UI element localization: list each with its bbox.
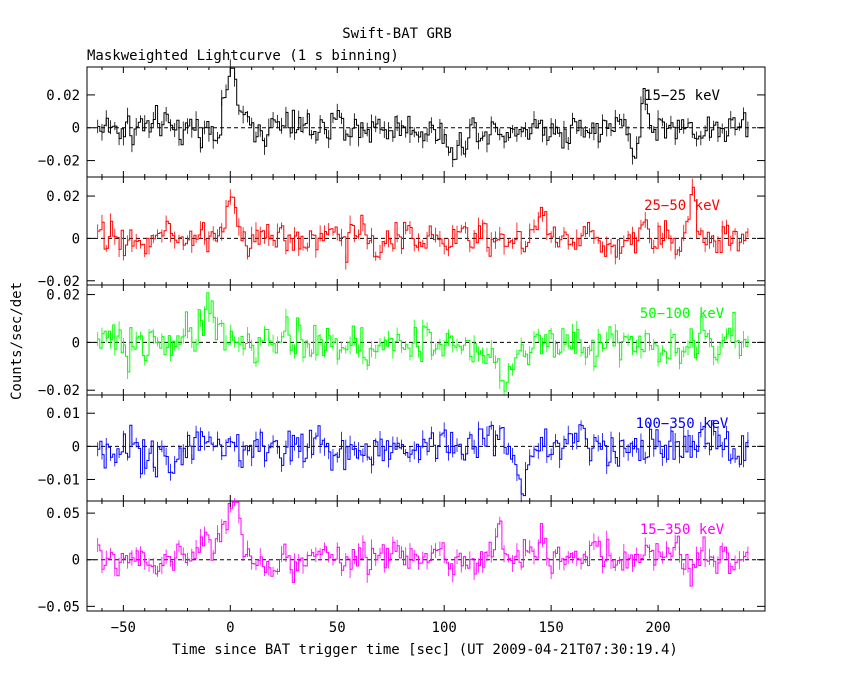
- series-line-50-100-kev: [97, 292, 749, 392]
- chart-title: Swift-BAT GRB: [342, 26, 452, 42]
- y-axis-label: Counts/sec/det: [9, 282, 25, 400]
- y-tick-label: 0: [72, 231, 80, 247]
- band-label-15-350-kev: 15−350 keV: [640, 522, 725, 538]
- series-line-15-350-kev: [97, 501, 749, 587]
- band-label-50-100-kev: 50−100 keV: [640, 306, 725, 322]
- x-tick-label: 200: [645, 620, 670, 636]
- y-tick-label: 0.02: [46, 288, 80, 304]
- y-tick-label: 0.05: [46, 506, 80, 522]
- x-tick-label: 0: [226, 620, 234, 636]
- panel-25-50-kev: 0.02 0 −0.02 25−50 keV: [38, 176, 766, 290]
- y-tick-label: −0.05: [38, 599, 80, 615]
- panel-frame: [86, 284, 766, 396]
- y-tick-label: 0.01: [46, 406, 80, 422]
- x-tick-label: 150: [538, 620, 563, 636]
- y-tick-label: −0.01: [38, 472, 80, 488]
- panel-50-100-kev: 0.02 0 −0.02 50−100 keV: [38, 284, 766, 399]
- y-tick-label: −0.02: [38, 154, 80, 170]
- y-tick-label: 0.02: [46, 88, 80, 104]
- x-axis-label: Time since BAT trigger time [sec] (UT 20…: [172, 642, 678, 658]
- band-label-25-50-kev: 25−50 keV: [644, 198, 720, 214]
- panel-15-25-kev: 0.02 0 −0.02 15−25 keV: [38, 59, 766, 178]
- panel-15-350-kev: 0.05 0 −0.05 15−350 keV: [38, 498, 766, 615]
- band-label-100-350-kev: 100−350 keV: [636, 416, 729, 432]
- y-tick-label: 0: [72, 439, 80, 455]
- chart-subtitle: Maskweighted Lightcurve (1 s binning): [87, 48, 399, 64]
- y-tick-label: 0: [72, 121, 80, 137]
- panel-frame: [86, 176, 766, 286]
- x-tick-label: 50: [329, 620, 346, 636]
- y-tick-label: 0: [72, 335, 80, 351]
- band-label-15-25-kev: 15−25 keV: [644, 88, 720, 104]
- panel-frame: [86, 500, 766, 612]
- x-tick-label: −50: [111, 620, 136, 636]
- y-tick-label: −0.02: [38, 274, 80, 290]
- x-tick-label: 100: [432, 620, 457, 636]
- y-tick-label: 0.02: [46, 189, 80, 205]
- y-tick-label: 0: [72, 553, 80, 569]
- y-tick-label: −0.02: [38, 383, 80, 399]
- panel-frame: [86, 394, 766, 502]
- panel-100-350-kev: 0.01 0 −0.01 100−350 keV: [38, 394, 766, 503]
- series-line-15-25-kev: [97, 67, 749, 161]
